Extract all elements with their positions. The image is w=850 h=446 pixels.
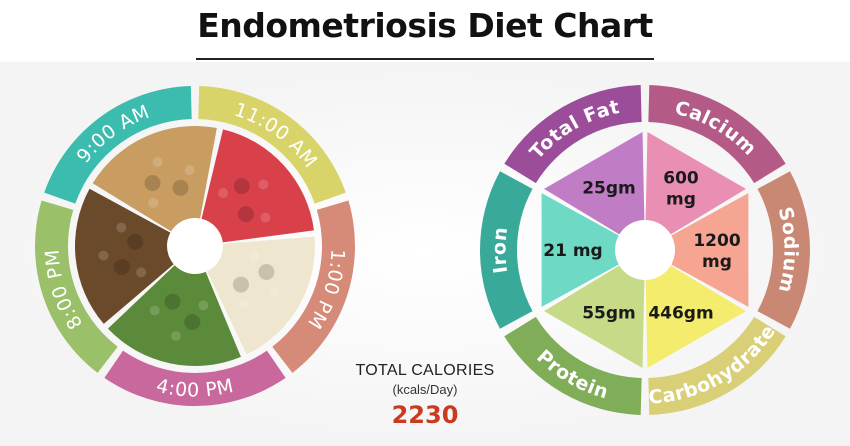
food-texture-dot: [184, 165, 195, 176]
time-segment-11-00-am: [198, 86, 346, 204]
food-texture-dot: [258, 263, 275, 280]
food-texture-dot: [149, 305, 160, 316]
total-calories-title: TOTAL CALORIES: [355, 362, 495, 379]
nutrient-fill-calcium: [645, 132, 746, 250]
nutrient-fill-protein: [544, 250, 645, 368]
total-calories-block: TOTAL CALORIES (kcals/Day) 2230: [330, 362, 520, 429]
rice-photo: [195, 236, 315, 355]
green-salad-photo: [107, 246, 241, 366]
food-texture-dot: [260, 212, 271, 223]
food-texture-dot: [269, 287, 280, 297]
food-texture-dot: [218, 188, 229, 199]
nutrient-value-calcium: 600 mg: [663, 169, 699, 210]
food-texture-dot: [249, 251, 260, 262]
food-texture-dot: [238, 299, 249, 310]
food-texture-dot: [144, 174, 161, 191]
nutrient-value-carbohydrate: 446gm: [648, 303, 713, 323]
time-segment-8-00-pm: [35, 200, 118, 373]
food-texture-dot: [113, 258, 130, 275]
nutrient-value-sodium: 1200 mg: [693, 231, 740, 272]
time-segment-4-00-pm: [104, 350, 286, 406]
nutrient-fill-carbohydrate: [645, 250, 746, 368]
nutrient-fill-sodium: [645, 193, 749, 307]
nutrient-value-total-fat: 25gm: [582, 179, 636, 199]
nutrient-ring-calcium: [648, 85, 786, 184]
nutrient-ring-protein: [504, 316, 642, 415]
food-texture-dot: [172, 179, 189, 196]
nutrient-ring-sodium: [757, 171, 810, 329]
nutrient-value-protein: 55gm: [582, 303, 636, 323]
nutrient-ring-iron: [479, 171, 533, 329]
nutrient-wheel-center: [615, 220, 675, 280]
total-calories-value: 2230: [391, 401, 459, 429]
food-texture-dot: [164, 293, 181, 310]
sandwich-photo: [92, 126, 217, 246]
food-texture-dot: [136, 267, 147, 278]
nutrient-fill-total-fat: [544, 132, 645, 250]
food-texture-dot: [232, 276, 249, 293]
time-segment-1-00-pm: [272, 200, 355, 373]
nutrient-ring-total-fat: [504, 85, 642, 184]
nutrient-label-iron: Iron: [488, 226, 512, 275]
page-title: Endometriosis Diet Chart: [197, 6, 653, 45]
nutrient-value-iron: 21 mg: [543, 241, 602, 261]
food-texture-dot: [184, 313, 201, 330]
nutrient-ring-carbohydrate: [648, 316, 786, 415]
food-texture-dot: [98, 250, 109, 261]
food-texture-dot: [116, 222, 127, 233]
food-texture-dot: [258, 179, 269, 190]
food-texture-dot: [152, 156, 163, 167]
food-texture-dot: [170, 330, 181, 341]
okra-curry-photo: [74, 188, 195, 324]
food-texture-dot: [233, 178, 250, 195]
meal-wheel-center: [167, 218, 223, 274]
title-underline: [196, 58, 654, 60]
time-segment-9-00-am: [44, 86, 192, 204]
nutrient-fill-iron: [541, 193, 645, 307]
food-texture-dot: [148, 197, 159, 208]
fruit-salad-photo: [195, 129, 314, 246]
meal-wheel: 9:00 AM 11:00 AM1:00 PM4:00 PM8:00 PM: [35, 86, 355, 406]
total-calories-unit: (kcals/Day): [392, 382, 458, 397]
food-texture-dot: [127, 233, 144, 250]
food-texture-dot: [237, 206, 254, 223]
food-texture-dot: [198, 300, 209, 311]
